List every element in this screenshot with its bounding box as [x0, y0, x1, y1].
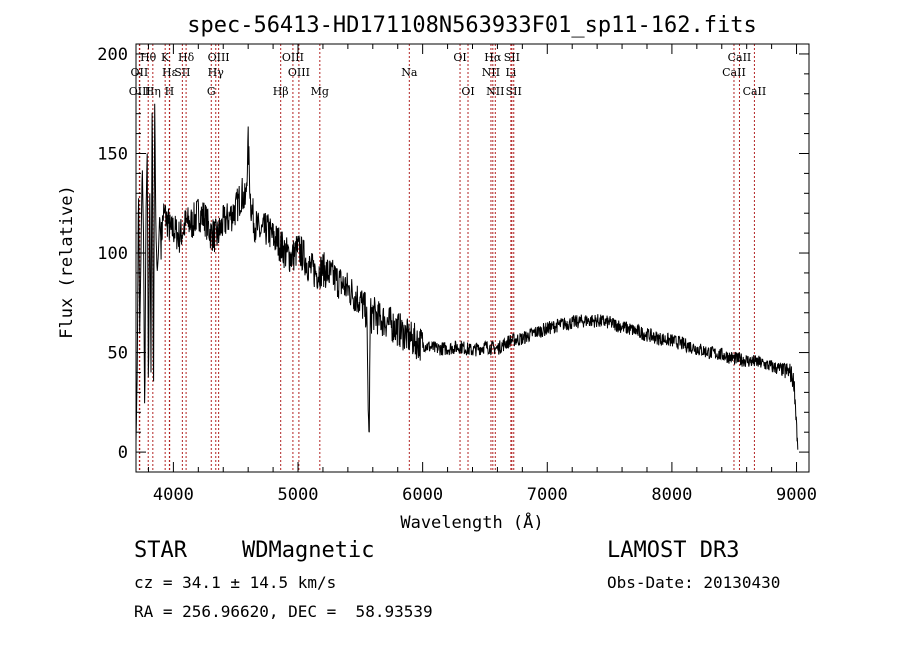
spectral-line-label: OIII	[282, 51, 304, 64]
x-tick-label: 8000	[651, 485, 692, 505]
plot-frame	[135, 43, 810, 473]
spectral-line-label: Hθ	[140, 51, 157, 64]
chart-title: spec-56413-HD171108N563933F01_sp11-162.f…	[187, 13, 757, 38]
axis-tick-labels: 4000 5000 6000 7000 8000 9000 0 50 100 150 200	[97, 45, 817, 505]
x-tick-label: 7000	[527, 485, 568, 505]
x-axis-label: Wavelength (Å)	[400, 511, 543, 533]
object-subclass: WDMagnetic	[242, 538, 375, 563]
observation-date: Obs-Date: 20130430	[607, 573, 781, 592]
y-tick-label: 50	[108, 344, 128, 364]
spectral-line-label: Hε	[162, 66, 178, 79]
y-tick-label: 100	[97, 244, 128, 264]
spectral-line-label: Hγ	[208, 66, 225, 79]
y-tick-label: 200	[97, 45, 128, 65]
object-class: STAR	[134, 538, 187, 563]
spectral-line-label: OI	[461, 85, 474, 98]
spectral-line-label: SII	[174, 66, 190, 79]
spectral-line-label: Mg	[311, 85, 329, 98]
spectral-line-label: Hβ	[273, 85, 289, 98]
x-tick-label: 9000	[776, 485, 817, 505]
spectral-line-label: CaII	[728, 51, 752, 64]
spectral-line-label: CaII	[743, 85, 767, 98]
spectral-line-label: Hδ	[178, 51, 195, 64]
spectral-line-label: G	[207, 85, 216, 98]
spectral-line-label: OI	[453, 51, 466, 64]
spectral-line-label: Li	[505, 66, 516, 79]
spectral-line-label: CaII	[722, 66, 746, 79]
coordinates-readout: RA = 256.96620, DEC = 58.93539	[134, 602, 433, 621]
spectral-line-label: Hα	[484, 51, 502, 64]
y-tick-label: 150	[97, 144, 128, 164]
axis-ticks	[136, 44, 809, 472]
y-tick-label: 0	[118, 443, 128, 463]
spectral-line-label: OIII	[288, 66, 310, 79]
spectral-line-label: SII	[506, 85, 522, 98]
spectral-line-label: NII	[482, 66, 500, 79]
spectral-line-label: H	[165, 85, 175, 98]
x-tick-label: 5000	[278, 485, 319, 505]
spectral-line-label: K	[161, 51, 170, 64]
spectrum-line	[135, 103, 799, 450]
spectral-line-label: OII	[131, 66, 149, 79]
x-tick-label: 4000	[153, 485, 194, 505]
spectral-line-label: OIII	[208, 51, 230, 64]
x-tick-label: 6000	[402, 485, 443, 505]
y-axis-label: Flux (relative)	[57, 185, 77, 339]
spectral-line-label: Na	[401, 66, 418, 79]
spectral-line-markers	[138, 44, 755, 472]
spectral-line-label: OIII	[129, 85, 151, 98]
spectral-line-label: NII	[486, 85, 504, 98]
redshift-readout: cz = 34.1 ± 14.5 km/s	[134, 573, 337, 592]
spectral-line-label: SII	[504, 51, 520, 64]
spectral-line-label: Hη	[145, 85, 161, 98]
survey-release: LAMOST DR3	[607, 538, 740, 563]
